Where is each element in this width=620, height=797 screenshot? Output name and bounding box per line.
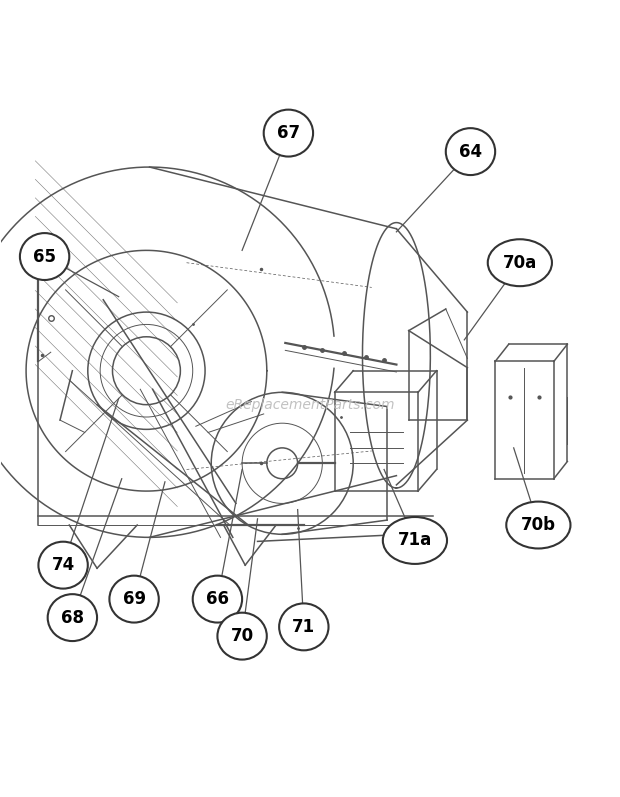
Ellipse shape	[48, 594, 97, 641]
Ellipse shape	[218, 613, 267, 660]
Text: 66: 66	[206, 590, 229, 608]
Ellipse shape	[488, 239, 552, 286]
Text: 68: 68	[61, 609, 84, 626]
Ellipse shape	[446, 128, 495, 175]
Ellipse shape	[279, 603, 329, 650]
Text: 70a: 70a	[503, 253, 537, 272]
Text: 70: 70	[231, 627, 254, 645]
Text: 67: 67	[277, 124, 300, 142]
Text: 65: 65	[33, 248, 56, 265]
Text: 69: 69	[123, 590, 146, 608]
Ellipse shape	[383, 517, 447, 564]
Text: 71: 71	[292, 618, 316, 636]
Ellipse shape	[507, 501, 570, 548]
Text: 70b: 70b	[521, 516, 556, 534]
Text: eReplacementParts.com: eReplacementParts.com	[225, 398, 395, 412]
Text: 64: 64	[459, 143, 482, 161]
Ellipse shape	[20, 233, 69, 280]
Text: 74: 74	[51, 556, 75, 574]
Ellipse shape	[38, 542, 88, 589]
Text: 71a: 71a	[398, 532, 432, 549]
Ellipse shape	[264, 110, 313, 156]
Ellipse shape	[109, 575, 159, 622]
Ellipse shape	[193, 575, 242, 622]
